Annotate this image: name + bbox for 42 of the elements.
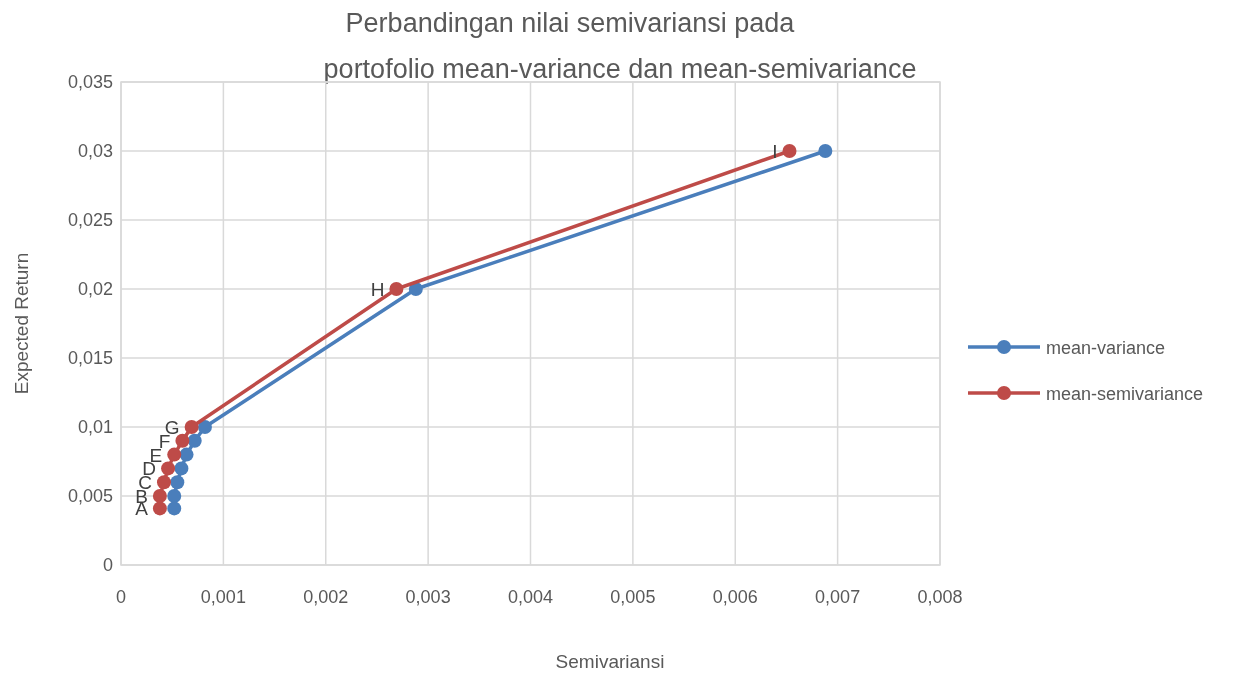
point xyxy=(152,489,167,503)
x-tick-label: 0,005 xyxy=(610,587,656,607)
point xyxy=(389,282,404,296)
x-tick-label: 0,003 xyxy=(405,587,451,607)
chart-title: Perbandingan nilai semivariansi pada portofolio mean-variance dan mean-semivariance xyxy=(323,8,917,84)
point xyxy=(197,420,212,434)
x-tick-label: 0,007 xyxy=(815,587,861,607)
x-tick-label: 0,006 xyxy=(712,587,758,607)
annotation: H xyxy=(370,279,385,300)
point xyxy=(818,144,833,158)
x-tick-label: 0,001 xyxy=(200,587,246,607)
point xyxy=(161,461,176,476)
y-tick-label: 0,005 xyxy=(67,486,113,506)
point xyxy=(179,447,194,462)
point xyxy=(782,144,797,158)
point xyxy=(187,433,202,448)
x-tick-label: 0,002 xyxy=(303,587,349,607)
annotation: I xyxy=(772,141,778,162)
point xyxy=(174,461,189,476)
x-tick-label: 0,004 xyxy=(507,587,554,607)
y-tick-label: 0,03 xyxy=(77,141,113,161)
legend-label: mean-variance xyxy=(1046,338,1166,358)
point xyxy=(175,433,190,448)
point xyxy=(167,447,182,462)
y-tick-label: 0,015 xyxy=(67,348,113,368)
point xyxy=(184,420,199,434)
y-tick-label: 0,035 xyxy=(67,72,113,92)
point xyxy=(167,501,182,516)
y-tick-label: 0,02 xyxy=(77,279,113,299)
x-tick-label: 0 xyxy=(115,587,127,607)
x-tick-label: 0,008 xyxy=(917,587,963,607)
legend-label: mean-semivariance xyxy=(1046,384,1204,404)
y-tick-label: 0,01 xyxy=(77,417,113,437)
x-axis-title: Semivariansi xyxy=(555,651,665,672)
y-tick-label: 0,025 xyxy=(67,210,113,230)
point xyxy=(170,475,185,490)
point xyxy=(157,475,171,490)
point xyxy=(167,489,182,503)
point xyxy=(152,501,167,516)
y-tick-label: 0 xyxy=(102,555,113,575)
point xyxy=(408,282,423,296)
y-axis-title: Expected Return xyxy=(11,252,32,395)
